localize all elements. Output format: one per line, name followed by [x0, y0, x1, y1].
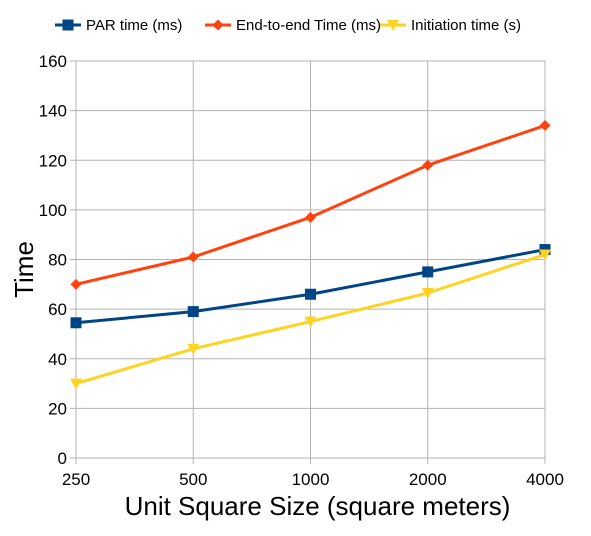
- y-tick-label: 120: [39, 151, 67, 170]
- legend-swatch-marker: [212, 19, 224, 31]
- data-point: [421, 287, 434, 299]
- series-1: [70, 120, 551, 290]
- data-point: [70, 378, 82, 390]
- data-point: [539, 120, 551, 132]
- legend-item: End-to-end Time (ms): [205, 17, 381, 34]
- data-point: [187, 306, 199, 318]
- legend-label: End-to-end Time (ms): [236, 17, 381, 34]
- x-tick-label: 2000: [409, 470, 447, 489]
- y-tick-label: 100: [39, 201, 67, 220]
- x-tick-label: 500: [179, 470, 207, 489]
- legend-item: PAR time (ms): [55, 17, 182, 34]
- series-layer: [70, 120, 551, 390]
- y-tick-label: 160: [39, 52, 67, 71]
- data-point: [422, 159, 434, 171]
- y-tick-label: 0: [58, 449, 67, 468]
- data-point: [305, 211, 316, 223]
- y-tick-label: 20: [48, 399, 67, 418]
- legend-label: PAR time (ms): [86, 17, 182, 34]
- x-axis-ticks: 250 500 1000 2000 4000: [62, 458, 564, 489]
- data-point: [304, 316, 317, 328]
- legend-swatch-marker: [387, 20, 399, 31]
- data-point: [539, 249, 551, 261]
- data-point: [422, 266, 434, 278]
- y-axis-title: Time: [9, 241, 39, 298]
- data-point: [187, 251, 199, 263]
- gridlines: [75, 60, 546, 459]
- x-tick-label: 4000: [526, 470, 564, 489]
- data-point: [305, 288, 316, 300]
- data-point: [187, 343, 200, 355]
- data-point: [70, 278, 82, 290]
- y-axis-ticks: 0 20 40 60 80 100 120 140 160: [39, 52, 76, 468]
- legend-item: Initiation time (s): [380, 17, 521, 34]
- legend-swatch-marker: [62, 19, 74, 31]
- legend: PAR time (ms) End-to-end Time (ms) Initiat…: [55, 17, 521, 34]
- data-point: [70, 317, 82, 329]
- y-tick-label: 40: [48, 350, 67, 369]
- x-tick-label: 250: [62, 470, 90, 489]
- y-tick-label: 80: [48, 251, 67, 270]
- legend-label: Initiation time (s): [411, 17, 521, 34]
- series-2: [70, 249, 551, 390]
- y-tick-label: 140: [39, 102, 67, 121]
- x-tick-label: 1000: [292, 470, 330, 489]
- x-axis-title: Unit Square Size (square meters): [125, 491, 511, 521]
- y-tick-label: 60: [48, 300, 67, 319]
